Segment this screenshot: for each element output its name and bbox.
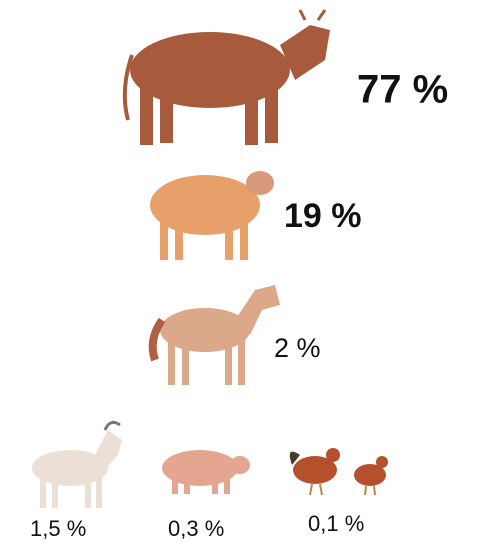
percent-label: 2 %: [274, 333, 321, 363]
percent-label: 77 %: [357, 68, 448, 112]
horse-icon: [148, 285, 280, 385]
percent-label: 1,5 %: [30, 516, 86, 541]
sheep-icon: [150, 171, 274, 260]
percent-label: 0,1 %: [308, 511, 364, 536]
goat-icon: [32, 420, 122, 508]
chicken-icons: [289, 448, 388, 496]
percent-label: 19 %: [284, 197, 362, 235]
pig-icon: [162, 450, 250, 494]
cow-icon: [122, 9, 330, 145]
percent-label: 0,3 %: [168, 516, 224, 541]
